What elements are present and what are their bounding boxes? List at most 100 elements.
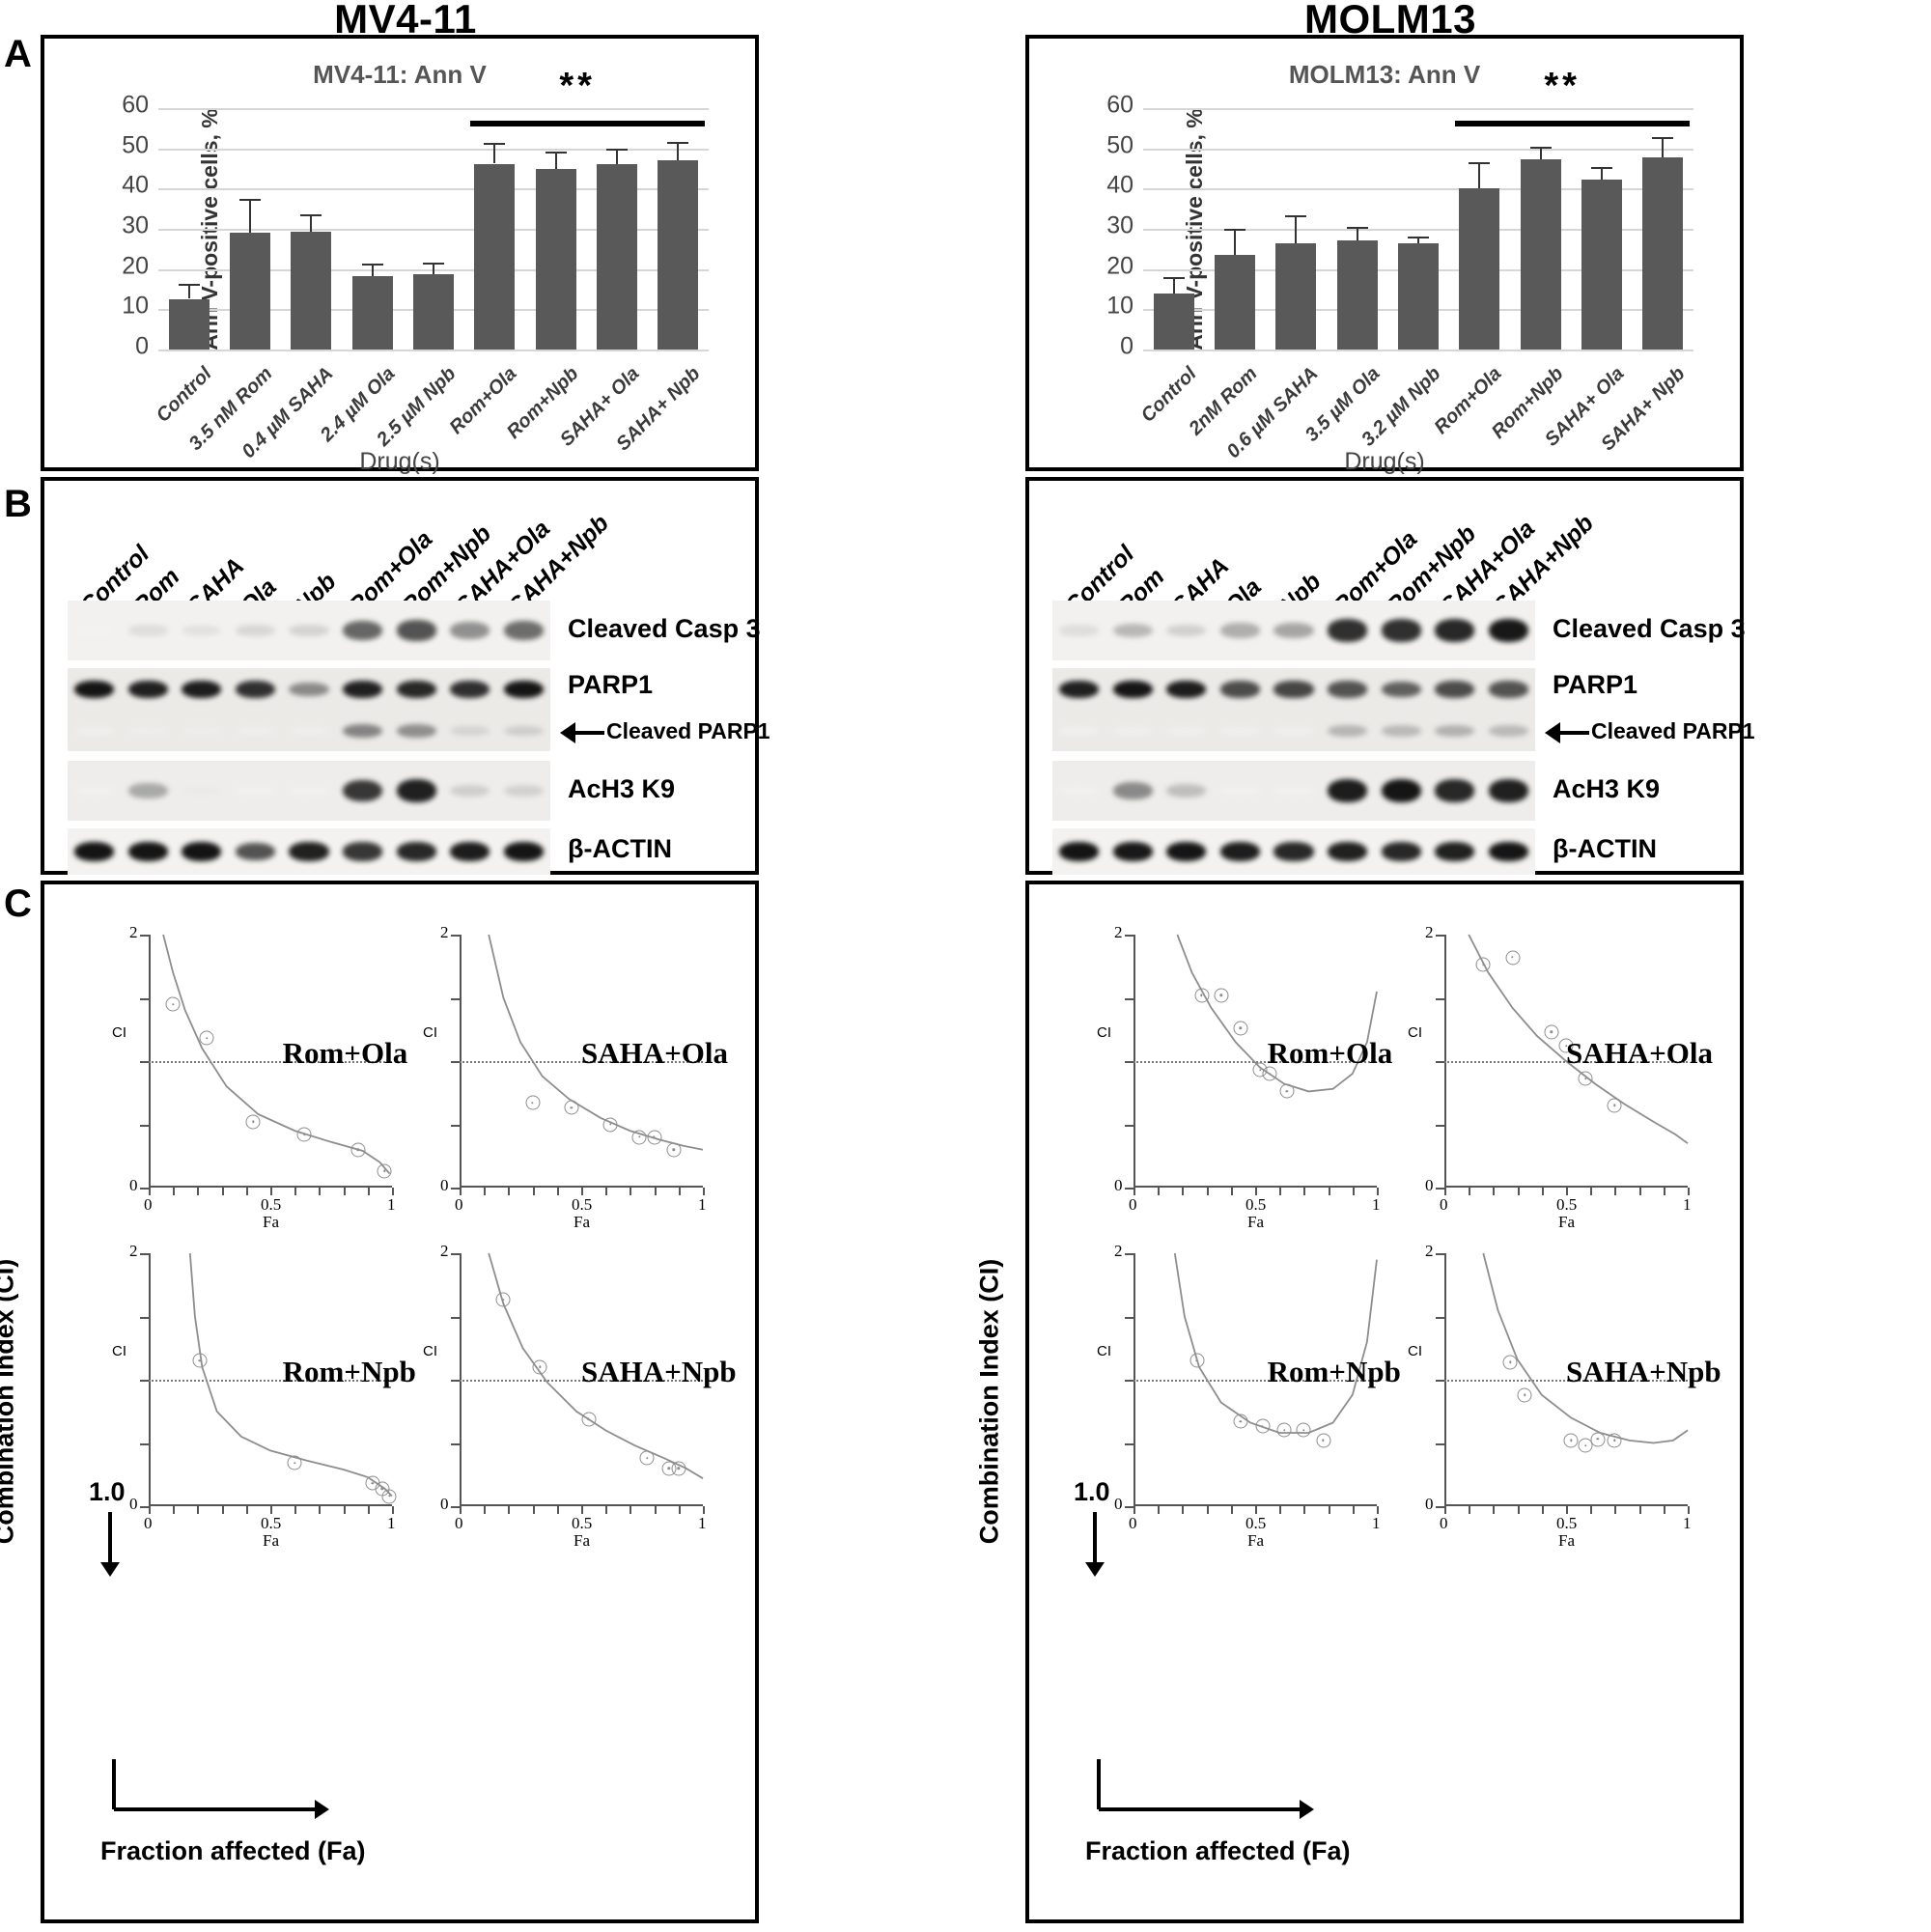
ci-y-tick — [451, 1188, 460, 1190]
ci-x-mid-label: 0.5 — [261, 1514, 282, 1532]
ci-x-tick — [1590, 1506, 1593, 1514]
ci-y-tick — [1125, 1316, 1133, 1319]
ci-y-top-label: 2 — [129, 923, 138, 941]
ci-x-tick — [1493, 1188, 1496, 1195]
arrow-shaft — [1558, 731, 1589, 735]
blot-band — [1166, 624, 1207, 637]
ci-fit-curve — [1482, 1252, 1689, 1444]
ci-data-point — [1558, 1038, 1574, 1053]
bar — [1459, 188, 1500, 350]
ci-x-tick — [484, 1506, 487, 1514]
ci-y-tick — [451, 1253, 460, 1255]
blot-band — [343, 779, 383, 802]
cleaved-parp1-label: Cleaved PARP1 — [606, 718, 770, 743]
ci-x-mid-label: 0.5 — [572, 1195, 593, 1214]
ci-x-tick — [1328, 1506, 1330, 1514]
ci-y-tick — [140, 1188, 149, 1190]
panel-letter-b: B — [4, 483, 32, 525]
ci-data-point — [381, 1489, 397, 1504]
blot-band — [289, 841, 329, 862]
ci-data-point — [287, 1455, 302, 1470]
column-title-mv411: MV4-11 — [334, 0, 477, 42]
ci-x-tick — [197, 1188, 200, 1195]
y-tick-label: 60 — [1106, 91, 1133, 119]
blot-band — [1328, 724, 1368, 738]
ci-x-tick — [654, 1506, 657, 1514]
ci-y-tick — [1125, 1506, 1133, 1508]
blot-band — [182, 786, 222, 796]
error-bar-cap — [1408, 236, 1429, 238]
blot-band — [1488, 724, 1528, 737]
grid-line — [158, 108, 709, 110]
blot-band — [1273, 727, 1314, 735]
ci-data-point — [199, 1030, 214, 1046]
blot-band — [503, 725, 544, 737]
significance-stars: ** — [559, 65, 596, 106]
blot-strip — [68, 761, 550, 821]
y-tick-label: 40 — [122, 171, 149, 199]
ci-data-point — [245, 1114, 261, 1130]
ci-x-tick — [1638, 1188, 1641, 1195]
ci-x-tick — [319, 1506, 322, 1514]
ci-plot: 2 0 CI 0 0.5 1 Fa Rom+Ola — [112, 923, 407, 1231]
ci-unity-line — [460, 1380, 703, 1382]
ci-y-tick — [1125, 1124, 1133, 1127]
ci-x-mid-label: 0.5 — [1245, 1195, 1267, 1214]
y-tick-label: 50 — [122, 131, 149, 159]
blot-band — [289, 624, 329, 637]
ci-axis-abbrev: CI — [1408, 1024, 1422, 1041]
unity-arrow-head-icon — [1085, 1562, 1105, 1577]
combination-index-axis-label: Combination Index (CI) — [974, 1258, 1004, 1545]
ci-data-point — [1279, 1083, 1295, 1099]
ci-y-tick — [451, 1316, 460, 1319]
ci-x-tick — [1303, 1188, 1306, 1195]
ci-x-tick — [1566, 1506, 1568, 1514]
ci-x-tick — [1230, 1188, 1233, 1195]
blot-band — [74, 727, 115, 735]
ci-x-right-label: 1 — [698, 1514, 707, 1532]
ci-y-top-label: 2 — [1425, 923, 1434, 941]
ci-data-point — [350, 1142, 366, 1158]
blot-band — [1059, 680, 1100, 699]
ci-x-axis — [1133, 1504, 1377, 1506]
combination-index-axis-label: Combination Index (CI) — [0, 1258, 19, 1545]
ci-x-left-label: 0 — [144, 1514, 153, 1532]
ci-y-top-label: 2 — [440, 1242, 449, 1260]
error-bar — [1478, 161, 1481, 189]
error-bar-cap — [1469, 161, 1491, 164]
ci-data-point — [1607, 1433, 1622, 1448]
plot-area: 0 10 20 30 40 50 60 — [122, 92, 709, 360]
blot-band — [503, 841, 544, 862]
ci-y-tick — [1436, 1442, 1444, 1445]
error-bar-cap — [545, 152, 567, 154]
blot-band — [343, 680, 383, 699]
ci-y-tick — [1436, 1316, 1444, 1319]
blot-band — [1381, 842, 1421, 861]
ci-x-mid-label: 0.5 — [261, 1195, 282, 1214]
column-title-molm13: MOLM13 — [1303, 0, 1476, 42]
ci-x-tick — [270, 1188, 272, 1195]
blot-band — [127, 625, 168, 636]
ci-data-point — [1296, 1422, 1311, 1438]
ci-y-tick — [140, 1380, 149, 1382]
blot-band — [289, 787, 329, 795]
ci-y-tick — [140, 935, 149, 937]
error-bar — [1356, 226, 1358, 240]
ci-fa-label: Fa — [263, 1531, 279, 1550]
blot-band — [343, 723, 383, 739]
ci-axis-abbrev: CI — [1097, 1343, 1111, 1359]
blot-band — [396, 723, 436, 739]
ci-x-right-label: 1 — [387, 1195, 396, 1214]
ci-y-bottom-label: 0 — [1425, 1176, 1434, 1194]
ci-x-tick — [173, 1506, 176, 1514]
ci-x-tick — [245, 1506, 248, 1514]
ci-data-point — [1502, 1355, 1518, 1370]
ci-data-point — [1276, 1422, 1292, 1438]
error-bar-cap — [1224, 228, 1245, 231]
blot-band — [235, 625, 275, 636]
ci-x-tick — [392, 1188, 394, 1195]
blot-strip — [1052, 761, 1535, 821]
ci-x-tick — [508, 1188, 511, 1195]
blot-strip — [68, 711, 550, 751]
ci-x-tick — [532, 1188, 535, 1195]
